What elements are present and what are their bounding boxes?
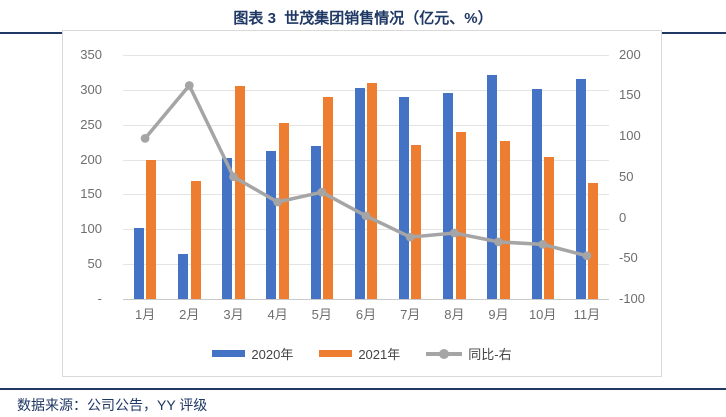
x-axis-label: 5月	[311, 307, 332, 322]
x-axis-label: 11月	[573, 307, 601, 322]
bar-2021年	[455, 131, 466, 299]
bar-2020年	[575, 79, 586, 299]
gridline	[123, 55, 609, 56]
bar-2021年	[146, 159, 157, 299]
legend-label-2021: 2021年	[358, 347, 401, 362]
left-axis-tick: 250	[80, 116, 102, 132]
bar-2020年	[266, 151, 277, 299]
bar-2021年	[190, 180, 201, 299]
right-axis-tick: 50	[619, 168, 634, 184]
bar-2021年	[367, 82, 378, 299]
chart-title: 图表 3 世茂集团销售情况（亿元、%）	[233, 10, 493, 27]
legend-dot-icon	[439, 348, 450, 359]
x-axis-line	[123, 299, 609, 300]
right-axis-tick: -100	[619, 291, 646, 306]
chart-card: 350 300 250 200 150 100 50 - 200 150 100 50 0 -50 -100…	[62, 30, 662, 377]
right-axis-tick: 200	[619, 46, 641, 62]
legend-item-yoy: 同比-右	[426, 344, 512, 363]
chart-legend: 2020年 2021年 同比-右	[63, 344, 661, 363]
x-axis-label: 9月	[488, 307, 509, 322]
right-axis-tick: 0	[619, 209, 627, 225]
x-axis-label: 6月	[355, 307, 377, 322]
left-axis-tick: 150	[80, 186, 102, 202]
legend-item-2021: 2021年	[319, 344, 400, 363]
legend-line-marker-icon	[426, 348, 463, 359]
left-axis-tick: 200	[80, 151, 102, 167]
left-axis-tick: 300	[80, 81, 102, 97]
left-axis-tick: 50	[87, 256, 102, 272]
right-axis-tick: 150	[619, 87, 641, 103]
bar-2021年	[499, 141, 510, 299]
left-axis-tick: -	[97, 291, 102, 306]
yoy-point	[140, 134, 150, 143]
x-axis-label: 7月	[400, 307, 421, 322]
x-axis-label: 8月	[444, 307, 465, 322]
left-axis-tick: 350	[80, 47, 102, 62]
legend-item-2020: 2020年	[212, 344, 293, 363]
bar-2020年	[310, 145, 321, 299]
legend-label-2020: 2020年	[251, 347, 294, 362]
bar-2020年	[354, 87, 365, 299]
x-axis-label: 3月	[223, 307, 244, 322]
data-source: 数据来源：公司公告，YY 评级	[17, 397, 208, 413]
bar-2020年	[443, 92, 454, 299]
left-axis-tick: 100	[80, 221, 102, 237]
bar-2020年	[531, 89, 542, 299]
x-axis-label: 1月	[134, 307, 156, 322]
bar-2020年	[398, 96, 409, 299]
bar-2020年	[178, 253, 188, 299]
gridline	[123, 264, 609, 266]
bar-2021年	[323, 96, 334, 299]
bar-2021年	[588, 182, 599, 299]
bar-2020年	[133, 227, 144, 299]
bar-2021年	[544, 156, 554, 299]
right-axis-tick: 100	[619, 128, 641, 143]
legend-label-yoy: 同比-右	[468, 347, 512, 362]
legend-swatch-2020-icon	[212, 350, 246, 357]
x-axis-label: 2月	[179, 307, 200, 322]
bar-2020年	[222, 157, 233, 299]
legend-swatch-2021-icon	[319, 350, 353, 357]
bar-2021年	[411, 144, 422, 299]
right-axis-tick: -50	[619, 250, 638, 266]
header-rule-left	[0, 32, 62, 34]
bar-2021年	[278, 123, 289, 299]
bar-2020年	[487, 74, 498, 299]
header-rule-right	[662, 32, 726, 34]
yoy-point	[184, 81, 194, 90]
bar-2021年	[234, 86, 245, 299]
x-axis-label: 4月	[267, 307, 288, 322]
x-axis-label: 10月	[528, 307, 557, 322]
footer-rule	[0, 388, 726, 390]
